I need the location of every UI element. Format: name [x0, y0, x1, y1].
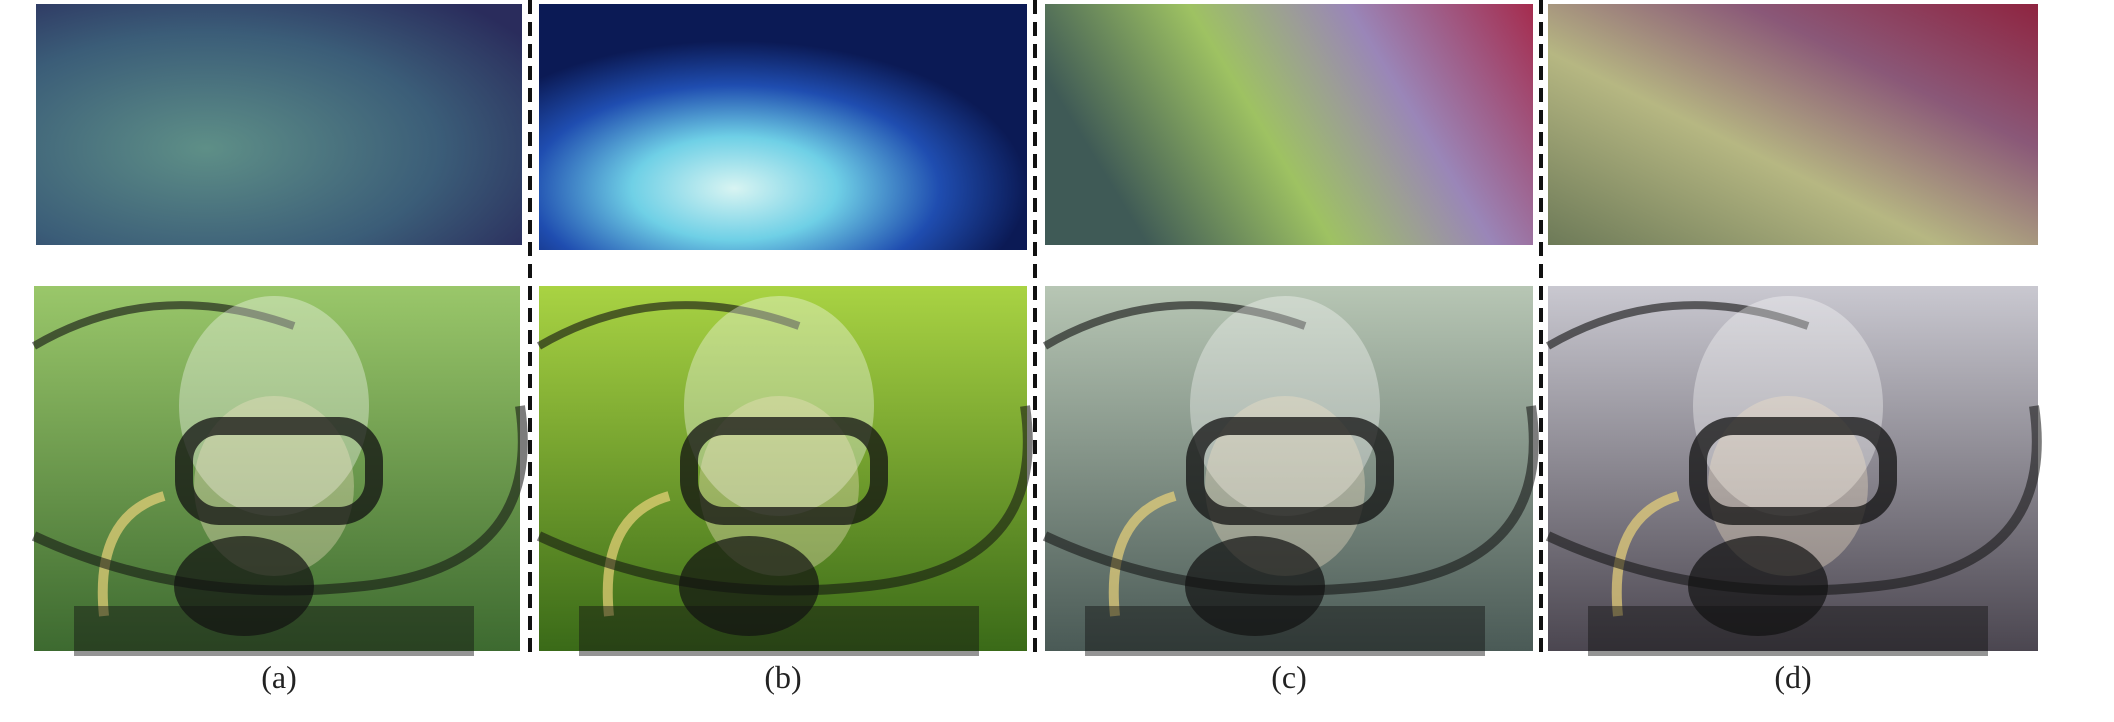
image-a-bottom — [34, 286, 523, 656]
caption: (d) — [1774, 659, 1811, 695]
bottom-row — [34, 286, 2038, 656]
caption: (a) — [261, 659, 297, 695]
image-b-bottom — [539, 286, 1028, 656]
image-d-bottom — [1548, 286, 2038, 656]
image-b-top — [539, 4, 1027, 250]
image-c-bottom — [1045, 286, 1534, 656]
caption: (b) — [764, 659, 801, 695]
separators — [528, 0, 1543, 660]
caption: (c) — [1271, 659, 1307, 695]
image-d-top — [1548, 4, 2038, 245]
image-c-top — [1045, 4, 1533, 245]
top-row — [36, 4, 2038, 250]
image-a-top — [36, 4, 522, 245]
